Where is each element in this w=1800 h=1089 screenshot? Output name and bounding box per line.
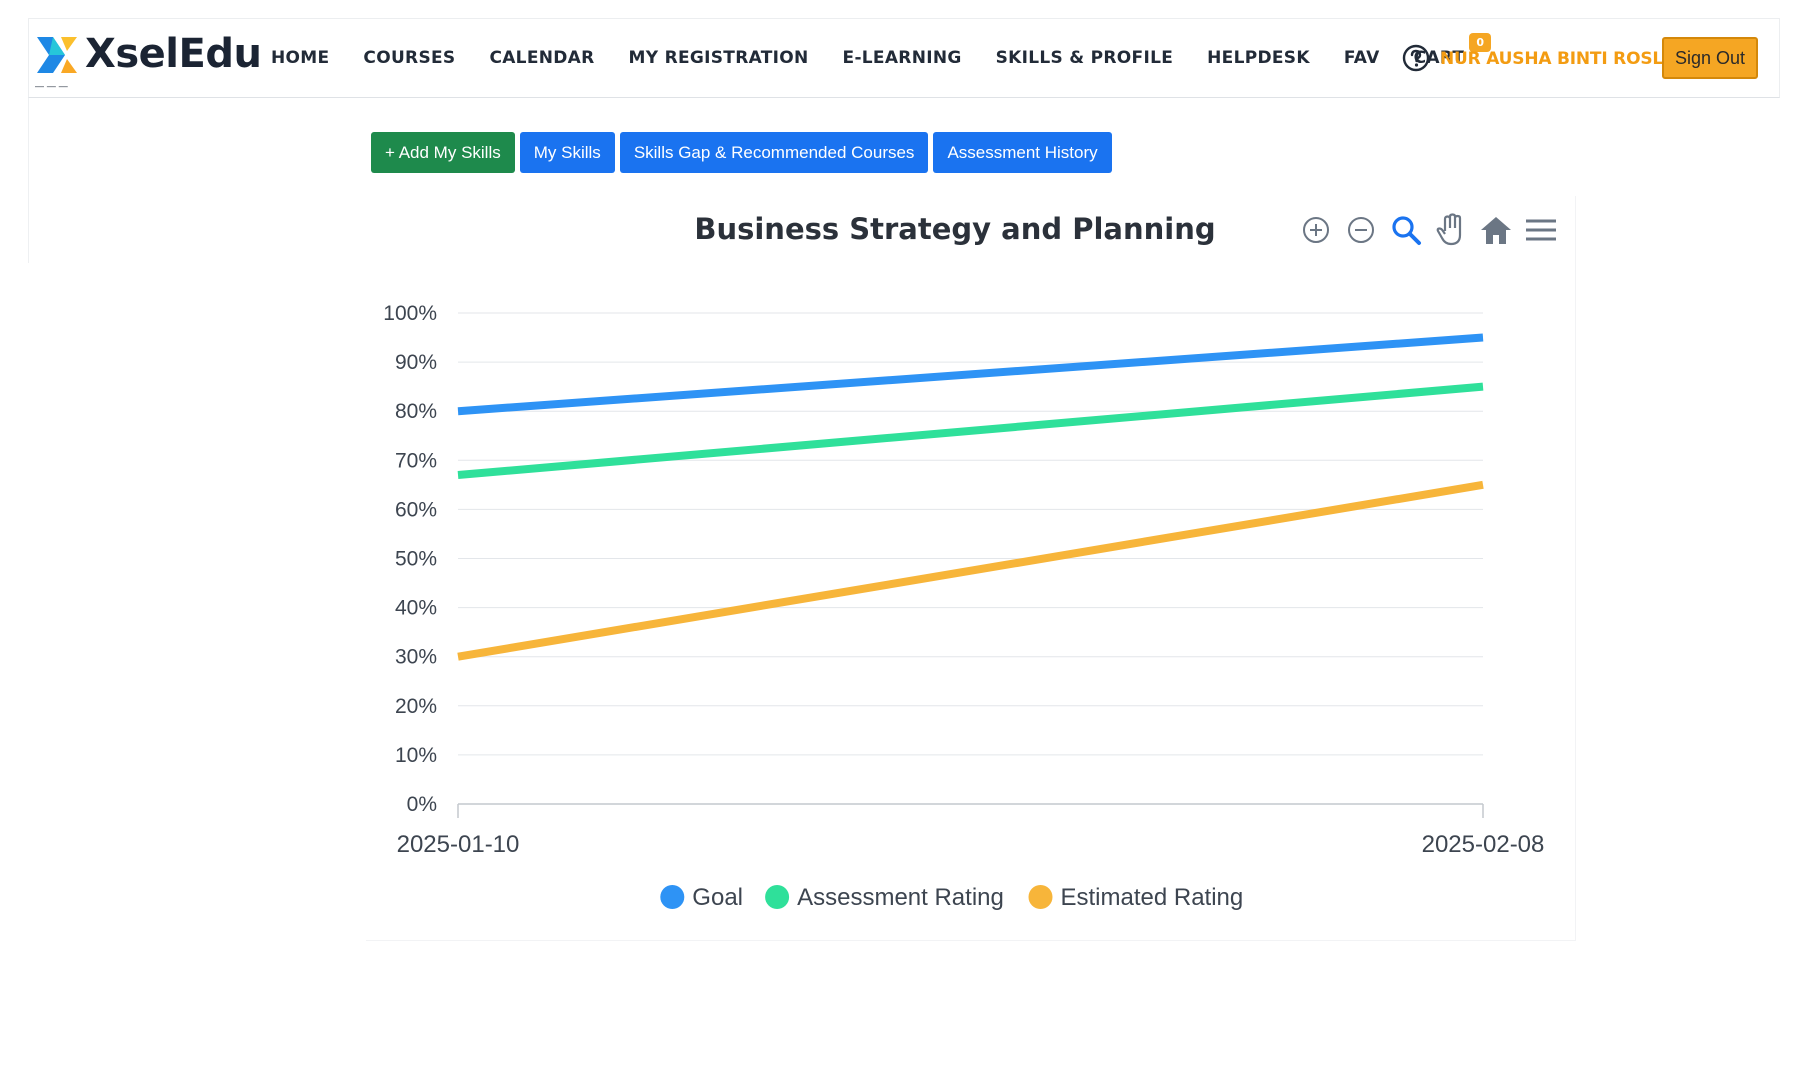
legend-marker — [765, 885, 790, 909]
nav-skills-profile[interactable]: SKILLS & PROFILE — [995, 48, 1174, 68]
nav-calendar[interactable]: CALENDAR — [489, 48, 595, 68]
side-panel-edge — [28, 98, 29, 263]
y-tick-label: 80% — [395, 400, 437, 423]
logo-name: XselEdu — [85, 31, 262, 77]
add-my-skills-button[interactable]: + Add My Skills — [371, 132, 515, 173]
nav-helpdesk[interactable]: HELPDESK — [1207, 48, 1310, 68]
logo-tagline: — — — — [35, 81, 69, 91]
chart-title: Business Strategy and Planning — [694, 212, 1216, 246]
top-header: XselEdu — — — HOME COURSES CALENDAR MY R… — [28, 18, 1780, 98]
user-name[interactable]: NUR AUSHA BINTI ROSLI — [1440, 49, 1670, 69]
y-tick-label: 10% — [395, 744, 437, 767]
y-tick-label: 20% — [395, 695, 437, 718]
zoom-in-icon[interactable] — [1296, 212, 1336, 248]
sign-out-button[interactable]: Sign Out — [1662, 37, 1758, 79]
magnifier-icon[interactable] — [1386, 212, 1426, 248]
tab-my-skills[interactable]: My Skills — [519, 132, 615, 173]
y-tick-label: 30% — [395, 646, 437, 669]
y-tick-label: 40% — [395, 597, 437, 620]
legend-marker — [1028, 885, 1053, 909]
question-circle-icon[interactable] — [1401, 43, 1431, 73]
y-tick-label: 0% — [407, 793, 437, 816]
legend-label: Goal — [692, 884, 743, 911]
legend-label: Assessment Rating — [797, 884, 1004, 911]
nav-courses[interactable]: COURSES — [363, 48, 456, 68]
nav-e-learning[interactable]: E-LEARNING — [842, 48, 962, 68]
x-tick-label: 2025-02-08 — [1422, 831, 1545, 858]
skills-tabs: + Add My Skills My Skills Skills Gap & R… — [371, 132, 1117, 173]
nav-my-registration[interactable]: MY REGISTRATION — [628, 48, 809, 68]
series-line-estimated-rating — [457, 480, 1484, 661]
series-line-goal — [457, 333, 1484, 416]
pan-hand-icon[interactable] — [1431, 212, 1471, 248]
y-tick-label: 70% — [395, 449, 437, 472]
brand-logo[interactable]: XselEdu — — — — [33, 27, 262, 91]
y-tick-label: 90% — [395, 351, 437, 374]
series-line-assessment-rating — [457, 382, 1484, 480]
nav-home[interactable]: HOME — [271, 48, 330, 68]
y-tick-label: 50% — [395, 548, 437, 571]
home-reset-icon[interactable] — [1476, 212, 1516, 248]
tab-assessment-history[interactable]: Assessment History — [933, 132, 1112, 173]
zoom-out-icon[interactable] — [1341, 212, 1381, 248]
x-tick-label: 2025-01-10 — [397, 831, 520, 858]
legend-label: Estimated Rating — [1061, 884, 1244, 911]
logo-mark-icon — [37, 37, 77, 73]
tab-skills-gap[interactable]: Skills Gap & Recommended Courses — [619, 132, 929, 173]
menu-icon[interactable] — [1521, 212, 1561, 248]
y-tick-label: 100% — [383, 302, 437, 325]
main-nav: HOME COURSES CALENDAR MY REGISTRATION E-… — [271, 19, 1498, 97]
y-tick-label: 60% — [395, 498, 437, 521]
cart-count-badge: 0 — [1469, 33, 1492, 52]
nav-fav[interactable]: FAV — [1343, 48, 1380, 68]
chart-panel — [366, 196, 1576, 941]
chart-toolbar — [1296, 212, 1566, 248]
legend-marker — [660, 885, 685, 909]
